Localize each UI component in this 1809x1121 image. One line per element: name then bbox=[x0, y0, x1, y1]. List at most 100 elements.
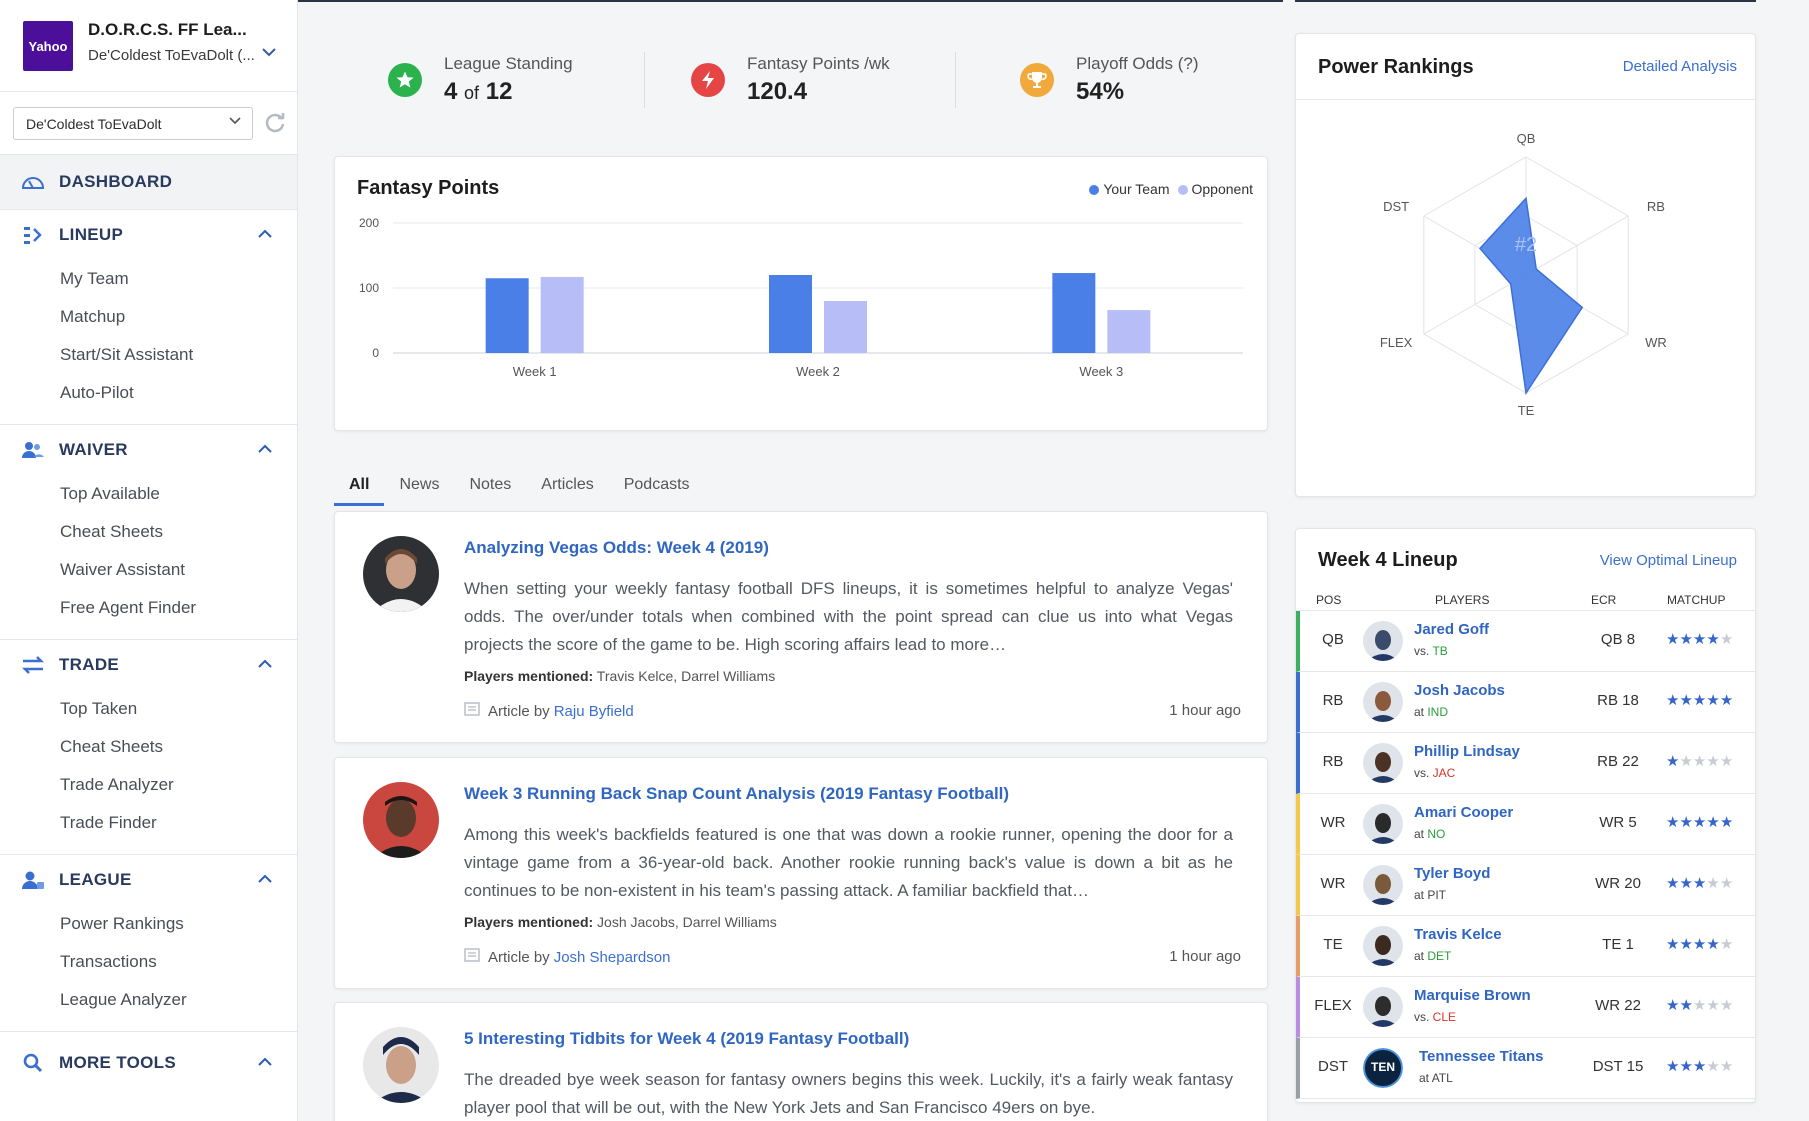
star-icon: ★ bbox=[1719, 753, 1734, 770]
nav-dashboard[interactable]: DASHBOARD bbox=[0, 155, 297, 210]
nav-header-trade[interactable]: TRADE bbox=[0, 640, 297, 690]
radar-team-area bbox=[1479, 196, 1584, 396]
author-link[interactable]: Josh Shepardson bbox=[553, 948, 671, 966]
nav-item-trade-finder[interactable]: Trade Finder bbox=[60, 813, 157, 832]
article-title[interactable]: Analyzing Vegas Odds: Week 4 (2019) bbox=[464, 538, 769, 557]
article-title[interactable]: Week 3 Running Back Snap Count Analysis … bbox=[464, 784, 1010, 803]
article-card: Week 3 Running Back Snap Count Analysis … bbox=[334, 757, 1268, 989]
nav-header-waiver[interactable]: WAIVER bbox=[0, 425, 297, 475]
star-icon: ★ bbox=[1692, 692, 1707, 709]
chevron-up-icon[interactable] bbox=[258, 656, 272, 672]
nav-item-top-taken[interactable]: Top Taken bbox=[60, 699, 138, 718]
nav-item-matchup[interactable]: Matchup bbox=[60, 307, 126, 326]
player-name[interactable]: Josh Jacobs bbox=[1414, 682, 1505, 699]
radar-spoke bbox=[1525, 215, 1629, 276]
yahoo-logo: Yahoo bbox=[23, 21, 73, 71]
detailed-analysis-link[interactable]: Detailed Analysis bbox=[1622, 58, 1737, 75]
player-name[interactable]: Marquise Brown bbox=[1414, 987, 1531, 1004]
lineup-row[interactable]: WR Tyler Boyd at PIT WR 20 ★★★★★ bbox=[1296, 855, 1755, 916]
legend-item-your-team[interactable]: Your Team bbox=[1089, 181, 1170, 197]
view-optimal-lineup-link[interactable]: View Optimal Lineup bbox=[1599, 552, 1737, 569]
lineup-row[interactable]: RB Phillip Lindsay vs. JAC RB 22 ★★★★★ bbox=[1296, 733, 1755, 794]
player-avatar: TEN bbox=[1363, 1048, 1403, 1088]
lineup-header: Week 4 Lineup View Optimal Lineup bbox=[1296, 529, 1755, 591]
lineup-row[interactable]: TE Travis Kelce at DET TE 1 ★★★★★ bbox=[1296, 916, 1755, 977]
player-name[interactable]: Jared Goff bbox=[1414, 621, 1490, 638]
lineup-row[interactable]: WR Amari Cooper at NO WR 5 ★★★★★ bbox=[1296, 794, 1755, 855]
author-link[interactable]: Raju Byfield bbox=[553, 702, 634, 720]
player-name[interactable]: Tyler Boyd bbox=[1414, 865, 1491, 882]
team-select-value: De'Coldest ToEvaDolt bbox=[26, 116, 162, 132]
team-select[interactable]: De'Coldest ToEvaDolt bbox=[13, 107, 253, 140]
player-name[interactable]: Phillip Lindsay bbox=[1414, 743, 1520, 760]
stat-league-standing: League Standing 4 of 12 bbox=[334, 30, 644, 130]
nav-item-top-available[interactable]: Top Available bbox=[60, 484, 160, 503]
league-user-icon bbox=[21, 868, 45, 892]
opponent-team: ATL bbox=[1431, 1071, 1453, 1085]
star-icon: ★ bbox=[1719, 814, 1734, 831]
legend-dot bbox=[1177, 185, 1188, 195]
bar-opponent bbox=[1107, 310, 1151, 353]
chevron-up-icon[interactable] bbox=[258, 1054, 272, 1070]
matchup-rating: ★★★★★ bbox=[1666, 935, 1733, 953]
nav-header-more-tools[interactable]: MORE TOOLS bbox=[0, 1038, 297, 1088]
col-matchup: MATCHUP bbox=[1667, 593, 1726, 607]
nav-item-power-rankings[interactable]: Power Rankings bbox=[60, 914, 184, 933]
player-ecr: WR 20 bbox=[1595, 875, 1641, 892]
bar-your-team bbox=[485, 278, 529, 353]
player-name[interactable]: Amari Cooper bbox=[1414, 804, 1514, 821]
nav-item-transactions[interactable]: Transactions bbox=[60, 952, 157, 971]
star-icon: ★ bbox=[1706, 753, 1720, 770]
divider bbox=[644, 52, 645, 108]
nav-item-my-team[interactable]: My Team bbox=[60, 269, 129, 288]
col-players: PLAYERS bbox=[1435, 593, 1490, 607]
nav-section-waiver: WAIVER Top Available Cheat Sheets Waiver… bbox=[0, 425, 297, 640]
nav-item-waiver-assistant[interactable]: Waiver Assistant bbox=[60, 560, 186, 579]
bar-your-team bbox=[769, 275, 812, 353]
nav-item-waiver-cheat-sheets[interactable]: Cheat Sheets bbox=[60, 522, 164, 541]
tab-news[interactable]: News bbox=[399, 476, 440, 493]
article-title[interactable]: 5 Interesting Tidbits for Week 4 (2019 F… bbox=[464, 1029, 910, 1048]
star-icon: ★ bbox=[1666, 631, 1680, 648]
refresh-icon[interactable] bbox=[263, 111, 287, 135]
tab-notes[interactable]: Notes bbox=[469, 476, 512, 493]
bar-opponent bbox=[824, 301, 867, 353]
chevron-up-icon[interactable] bbox=[258, 871, 272, 887]
search-icon bbox=[21, 1051, 45, 1075]
nav-item-trade-analyzer[interactable]: Trade Analyzer bbox=[60, 775, 174, 794]
lineup-row[interactable]: DST TEN Tennessee Titans at ATL DST 15 ★★★★★ bbox=[1296, 1038, 1755, 1099]
lineup-row[interactable]: FLEX Marquise Brown vs. CLE WR 22 ★★★★★ bbox=[1296, 977, 1755, 1038]
nav-item-trade-cheat-sheets[interactable]: Cheat Sheets bbox=[60, 737, 164, 756]
author-avatar bbox=[363, 1027, 439, 1103]
nav-item-start-sit[interactable]: Start/Sit Assistant bbox=[60, 345, 194, 364]
opponent-prefix: at bbox=[1414, 949, 1428, 963]
player-ecr: RB 18 bbox=[1597, 692, 1639, 709]
player-avatar bbox=[1363, 926, 1403, 966]
lineup-row[interactable]: QB Jared Goff vs. TB QB 8 ★★★★★ bbox=[1296, 611, 1755, 672]
league-switcher[interactable]: Yahoo D.O.R.C.S. FF Lea... De'Coldest To… bbox=[0, 0, 297, 92]
nav-header-league[interactable]: LEAGUE bbox=[0, 855, 297, 905]
opponent-prefix: at bbox=[1414, 888, 1428, 902]
player-ecr: WR 5 bbox=[1599, 814, 1637, 831]
player-position: FLEX bbox=[1314, 997, 1352, 1014]
star-icon: ★ bbox=[1719, 692, 1734, 709]
player-name[interactable]: Travis Kelce bbox=[1414, 926, 1502, 943]
users-icon bbox=[21, 438, 45, 462]
tab-articles[interactable]: Articles bbox=[541, 476, 594, 493]
lineup-row[interactable]: RB Josh Jacobs at IND RB 18 ★★★★★ bbox=[1296, 672, 1755, 733]
nav-item-auto-pilot[interactable]: Auto-Pilot bbox=[60, 383, 134, 402]
nav-item-free-agent-finder[interactable]: Free Agent Finder bbox=[60, 598, 197, 617]
bar-your-team bbox=[1052, 273, 1096, 353]
legend-item-opponent[interactable]: Opponent bbox=[1177, 181, 1253, 197]
chevron-up-icon[interactable] bbox=[258, 226, 272, 242]
player-position: RB bbox=[1322, 753, 1344, 770]
nav-item-league-analyzer[interactable]: League Analyzer bbox=[60, 990, 187, 1009]
star-icon: ★ bbox=[1706, 875, 1720, 892]
player-name[interactable]: Tennessee Titans bbox=[1419, 1048, 1544, 1065]
tab-podcasts[interactable]: Podcasts bbox=[623, 476, 690, 493]
chevron-down-icon[interactable] bbox=[262, 44, 276, 60]
nav-header-lineup[interactable]: LINEUP bbox=[0, 210, 297, 260]
tab-all[interactable]: All bbox=[334, 470, 385, 506]
mentions-label: Players mentioned: bbox=[464, 914, 594, 930]
chevron-up-icon[interactable] bbox=[258, 441, 272, 457]
